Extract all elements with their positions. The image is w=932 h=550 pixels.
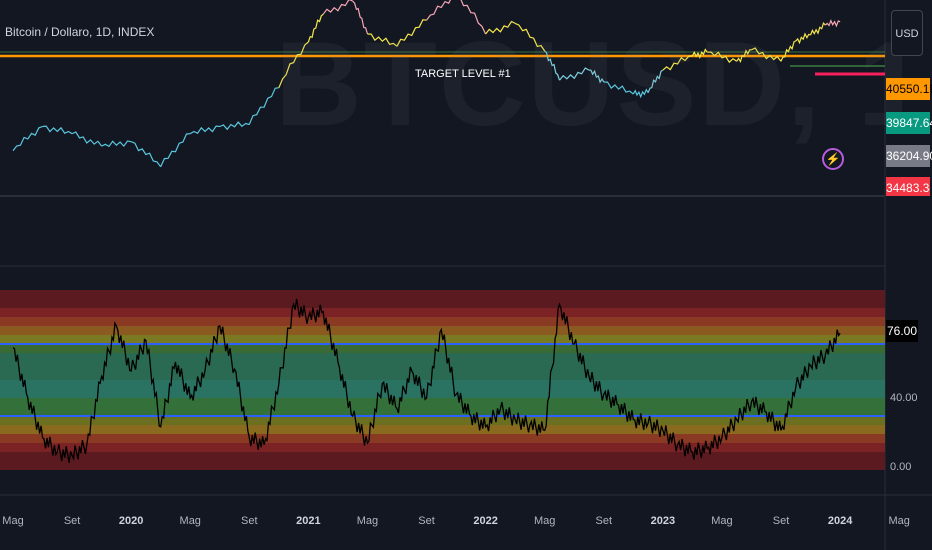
rsi-band xyxy=(0,290,885,308)
price-segment xyxy=(736,49,752,63)
rsi-band xyxy=(0,353,885,380)
price-segment xyxy=(352,0,369,35)
price-segment xyxy=(396,19,427,47)
time-axis-label: Set xyxy=(241,515,258,527)
price-segment xyxy=(662,55,693,71)
price-segment xyxy=(322,0,353,15)
price-label-last: 39847.64 xyxy=(886,112,932,134)
time-axis-label: 2024 xyxy=(827,515,853,527)
lightning-icon[interactable]: ⚡ xyxy=(822,148,844,170)
rsi-band xyxy=(0,434,885,443)
time-axis-label: 2023 xyxy=(650,515,676,527)
price-segment xyxy=(707,51,738,64)
rsi-line xyxy=(12,298,841,463)
price-segment xyxy=(307,13,324,43)
time-axis-label: Mag xyxy=(534,515,556,527)
rsi-band xyxy=(0,452,885,470)
time-axis-label: Mag xyxy=(356,515,379,527)
price-segment xyxy=(160,133,191,168)
time-axis-label: Mag xyxy=(179,515,201,527)
price-segment xyxy=(544,50,561,81)
price-segment xyxy=(426,0,451,21)
rsi-band xyxy=(0,416,885,425)
price-segment xyxy=(632,88,649,99)
time-axis-label: 2022 xyxy=(473,515,498,527)
target-level-label: TARGET LEVEL #1 xyxy=(415,68,511,80)
rsi-band xyxy=(0,425,885,434)
price-segment xyxy=(691,48,708,60)
price-label-mid: 36204.90 xyxy=(886,145,932,167)
rsi-band xyxy=(0,344,885,353)
price-segment xyxy=(824,19,841,28)
rsi-scale-0: 0.00 xyxy=(890,461,912,473)
symbol-watermark: BTCUSD, 1D xyxy=(275,17,932,151)
rsi-scale-40: 40.00 xyxy=(890,392,918,404)
rsi-heat-bands xyxy=(0,290,885,470)
price-segment xyxy=(189,125,220,135)
time-axis-label: Set xyxy=(595,515,613,527)
price-segment xyxy=(795,32,811,45)
price-segment xyxy=(71,131,103,147)
rsi-band xyxy=(0,398,885,416)
price-segment xyxy=(460,0,487,35)
time-axis-label: Mag xyxy=(2,515,24,527)
price-segment xyxy=(514,22,546,52)
price-segment xyxy=(101,140,132,148)
price-label-target: 40550.19 xyxy=(886,78,932,100)
price-segment xyxy=(603,81,634,95)
time-axis-label: Mag xyxy=(711,515,733,527)
price-label-stop: 34483.34 xyxy=(886,177,930,196)
price-segment xyxy=(485,20,516,35)
price-levels xyxy=(0,51,885,76)
price-segment xyxy=(367,33,398,47)
price-segment xyxy=(42,125,73,135)
symbol-title[interactable]: Bitcoin / Dollaro, 1D, INDEX xyxy=(5,25,155,39)
price-segment xyxy=(751,47,782,62)
price-series xyxy=(12,0,841,168)
rsi-band xyxy=(0,443,885,452)
rsi-band xyxy=(0,317,885,326)
price-segment xyxy=(810,21,826,36)
rsi-series xyxy=(12,298,841,463)
price-segment xyxy=(780,40,797,62)
price-segment xyxy=(248,87,279,125)
time-axis-label: Set xyxy=(418,515,435,527)
price-segment xyxy=(647,69,664,93)
currency-button[interactable]: USD xyxy=(891,10,923,56)
price-segment xyxy=(588,69,605,84)
rsi-band xyxy=(0,308,885,317)
time-axis-label: 2021 xyxy=(296,515,321,527)
time-axis-label: Set xyxy=(772,515,790,527)
rsi-band xyxy=(0,326,885,335)
rsi-current-value: 76.00 xyxy=(886,320,918,342)
time-axis-label: Mag xyxy=(888,515,910,527)
time-axis-label: Set xyxy=(63,515,81,527)
price-segment xyxy=(130,141,162,168)
price-segment xyxy=(559,67,590,81)
price-segment xyxy=(12,125,43,152)
time-axis-label: 2020 xyxy=(118,515,144,527)
price-segment xyxy=(278,41,309,88)
rsi-band xyxy=(0,380,885,398)
price-segment xyxy=(219,121,250,131)
